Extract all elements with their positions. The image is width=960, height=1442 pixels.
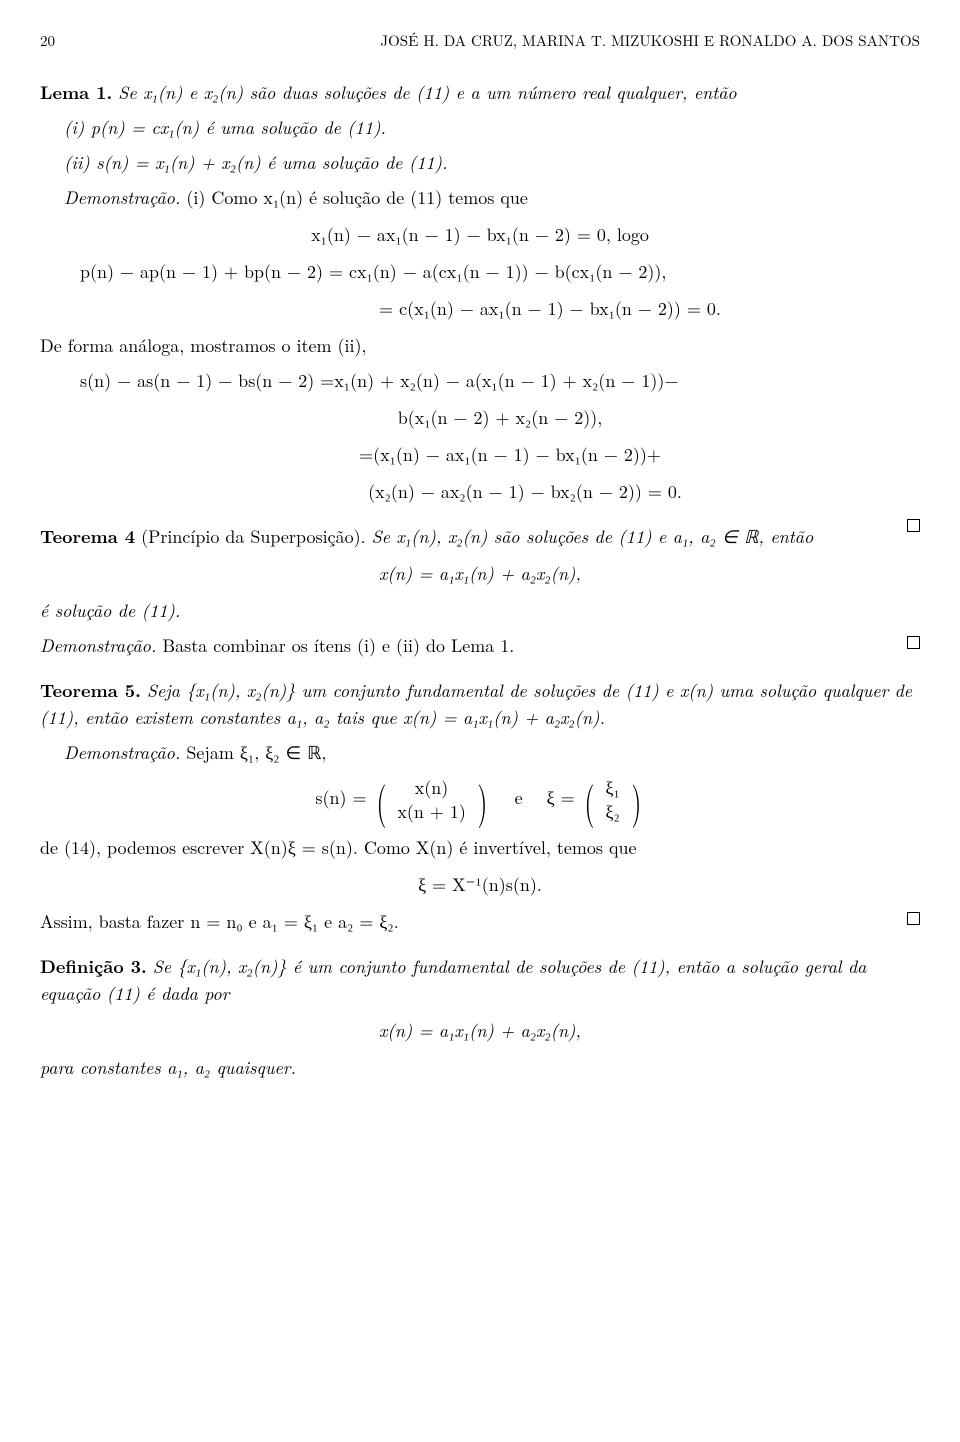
page-authors: JOSÉ H. DA CRUZ, MARINA T. MIZUKOSHI E R… [380,30,920,53]
lemma-statement: Se x₁(n) e x₂(n) são duas soluções de (1… [118,80,736,105]
equation: b(x₁(n − 2) + x₂(n − 2)), [40,404,920,431]
proof-line: Sejam ξ₁, ξ₂ ∈ ℝ, [186,740,326,765]
equation: (x₂(n) − ax₂(n − 1) − bx₂(n − 2)) = 0. [40,478,920,505]
proof-label: Demonstração. [40,633,156,658]
equation: p(n) − ap(n − 1) + bp(n − 2) = cx₁(n) − … [80,258,920,285]
definition-label: Definição 3. [40,954,147,979]
proof-4: Demonstração. Basta combinar os ítens (i… [40,632,920,659]
lemma-label: Lema 1. [40,80,112,105]
matrix-row: x(n + 1) [397,800,466,824]
xi-label: ξ = [547,785,581,810]
page-header: 20 JOSÉ H. DA CRUZ, MARINA T. MIZUKOSHI … [40,30,920,53]
equation: x(n) = a₁x₁(n) + a₂x₂(n), [40,560,920,587]
matrix: ( ξ₁ ξ₂ ) [581,776,645,825]
lparen-icon: ( [584,781,594,818]
matrix-row: ξ₁ [605,776,619,800]
proof-line: de (14), podemos escrever X(n)ξ = s(n). … [40,834,920,861]
equation: x₁(n) − ax₁(n − 1) − bx₁(n − 2) = 0, log… [40,221,920,248]
theorem-4: Teorema 4 (Princípio da Superposição). S… [40,523,920,550]
proof-label: Demonstração. [64,740,180,765]
page-number: 20 [40,30,55,53]
proof-label: Demonstração. [64,185,180,210]
proof-5-start: Demonstração. Sejam ξ₁, ξ₂ ∈ ℝ, [64,739,920,766]
theorem-name: (Princípio da Superposição). [141,524,366,549]
proof-line: De forma análoga, mostramos o item (ii), [40,332,920,359]
proof-text: Basta combinar os ítens (i) e (ii) do Le… [162,633,514,658]
definition-statement: para constantes a₁, a₂ quaisquer. [40,1054,920,1081]
rparen-icon: ) [631,781,641,818]
matrix-row: x(n) [397,776,466,800]
rparen-icon: ) [477,781,487,818]
theorem-statement: Seja {x₁(n), x₂(n)} um conjunto fundamen… [40,678,912,730]
proof-1-start: Demonstração. (i) Como x₁(n) é solução d… [64,184,920,211]
equation: ξ = X⁻¹(n)s(n). [40,871,920,898]
proof-line: Assim, basta fazer n = n₀ e a₁ = ξ₁ e a₂… [40,908,920,935]
proof-line: (i) Como x₁(n) é solução de (11) temos q… [186,185,527,210]
equation-matrix: s(n) = ( x(n) x(n + 1) ) e ξ = ( ξ₁ ξ₂ ) [40,776,920,825]
qed [907,912,920,925]
matrix-row: ξ₂ [605,800,619,824]
theorem-5: Teorema 5. Seja {x₁(n), x₂(n)} um conjun… [40,677,920,731]
definition-statement: Se {x₁(n), x₂(n)} é um conjunto fundamen… [40,954,866,1006]
qed [907,636,920,649]
lemma-1: Lema 1. Se x₁(n) e x₂(n) são duas soluçõ… [40,79,920,106]
theorem-label: Teorema 4 [40,524,135,549]
definition-3: Definição 3. Se {x₁(n), x₂(n)} é um conj… [40,953,920,1007]
lemma-item-i: (i) p(n) = cx₁(n) é uma solução de (11). [64,114,920,141]
equation: s(n) − as(n − 1) − bs(n − 2) =x₁(n) + x₂… [80,367,920,394]
lparen-icon: ( [376,781,386,818]
equation: =(x₁(n) − ax₁(n − 1) − bx₁(n − 2))+ [40,441,920,468]
equation: x(n) = a₁x₁(n) + a₂x₂(n), [40,1017,920,1044]
and-text: e [515,785,523,810]
theorem-statement: Se x₁(n), x₂(n) são soluções de (11) e a… [372,524,814,549]
theorem-label: Teorema 5. [40,678,141,703]
theorem-statement: é solução de (11). [40,597,920,624]
s-label: s(n) = [315,785,372,810]
lemma-item-ii: (ii) s(n) = x₁(n) + x₂(n) é uma solução … [64,149,920,176]
equation: = c(x₁(n) − ax₁(n − 1) − bx₁(n − 2)) = 0… [40,295,920,322]
proof-text: Assim, basta fazer n = n₀ e a₁ = ξ₁ e a₂… [40,909,399,934]
matrix: ( x(n) x(n + 1) ) [373,776,491,825]
